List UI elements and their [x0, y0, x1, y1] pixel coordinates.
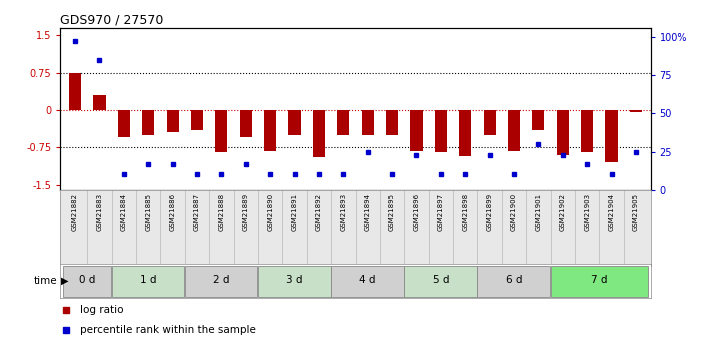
- Bar: [331, 266, 404, 297]
- Bar: [112, 266, 184, 297]
- Bar: [69, 72, 81, 110]
- Bar: [63, 266, 111, 297]
- Bar: [459, 110, 471, 156]
- Text: 2 d: 2 d: [213, 276, 230, 285]
- Bar: [118, 110, 130, 137]
- Bar: [557, 110, 569, 155]
- Text: GSM21902: GSM21902: [560, 193, 566, 231]
- Bar: [581, 110, 593, 152]
- Text: 4 d: 4 d: [360, 276, 376, 285]
- Text: GSM21897: GSM21897: [438, 193, 444, 231]
- Bar: [93, 95, 105, 110]
- Text: time: time: [33, 276, 57, 286]
- Bar: [477, 266, 550, 297]
- Text: GSM21893: GSM21893: [341, 193, 346, 231]
- Text: percentile rank within the sample: percentile rank within the sample: [80, 325, 256, 335]
- Bar: [142, 110, 154, 135]
- Bar: [191, 110, 203, 130]
- Text: GSM21896: GSM21896: [414, 193, 419, 231]
- Text: GSM21883: GSM21883: [97, 193, 102, 231]
- Text: 0 d: 0 d: [79, 276, 95, 285]
- Text: GSM21892: GSM21892: [316, 193, 322, 231]
- Text: 7 d: 7 d: [591, 276, 608, 285]
- Text: GSM21891: GSM21891: [292, 193, 297, 231]
- Bar: [264, 110, 277, 151]
- Bar: [362, 110, 374, 135]
- Bar: [166, 110, 178, 132]
- Text: GSM21905: GSM21905: [633, 193, 639, 231]
- Text: 1 d: 1 d: [140, 276, 156, 285]
- Bar: [410, 110, 422, 151]
- Text: GSM21886: GSM21886: [170, 193, 176, 231]
- Bar: [240, 110, 252, 137]
- Text: GDS970 / 27570: GDS970 / 27570: [60, 13, 164, 27]
- Bar: [185, 266, 257, 297]
- Text: GSM21904: GSM21904: [609, 193, 614, 231]
- Bar: [386, 110, 398, 135]
- Bar: [258, 266, 331, 297]
- Text: GSM21887: GSM21887: [194, 193, 200, 231]
- Bar: [508, 110, 520, 151]
- Bar: [550, 266, 648, 297]
- Text: log ratio: log ratio: [80, 305, 124, 315]
- Text: GSM21888: GSM21888: [218, 193, 225, 231]
- Bar: [533, 110, 545, 130]
- Bar: [630, 110, 642, 112]
- Text: GSM21900: GSM21900: [511, 193, 517, 231]
- Text: GSM21890: GSM21890: [267, 193, 273, 231]
- Text: GSM21895: GSM21895: [389, 193, 395, 231]
- Text: 3 d: 3 d: [287, 276, 303, 285]
- Text: GSM21894: GSM21894: [365, 193, 370, 231]
- Text: ▶: ▶: [61, 276, 69, 286]
- Text: GSM21898: GSM21898: [462, 193, 469, 231]
- Text: GSM21903: GSM21903: [584, 193, 590, 231]
- Text: GSM21885: GSM21885: [145, 193, 151, 231]
- Text: GSM21884: GSM21884: [121, 193, 127, 231]
- Bar: [405, 266, 477, 297]
- Bar: [337, 110, 349, 135]
- Bar: [606, 110, 618, 162]
- Text: GSM21899: GSM21899: [486, 193, 493, 231]
- Bar: [289, 110, 301, 135]
- Text: GSM21901: GSM21901: [535, 193, 541, 231]
- Bar: [313, 110, 325, 157]
- Text: GSM21889: GSM21889: [242, 193, 249, 231]
- Bar: [483, 110, 496, 135]
- Bar: [434, 110, 447, 152]
- Text: GSM21882: GSM21882: [72, 193, 78, 231]
- Bar: [215, 110, 228, 152]
- Text: 5 d: 5 d: [432, 276, 449, 285]
- Text: 6 d: 6 d: [506, 276, 523, 285]
